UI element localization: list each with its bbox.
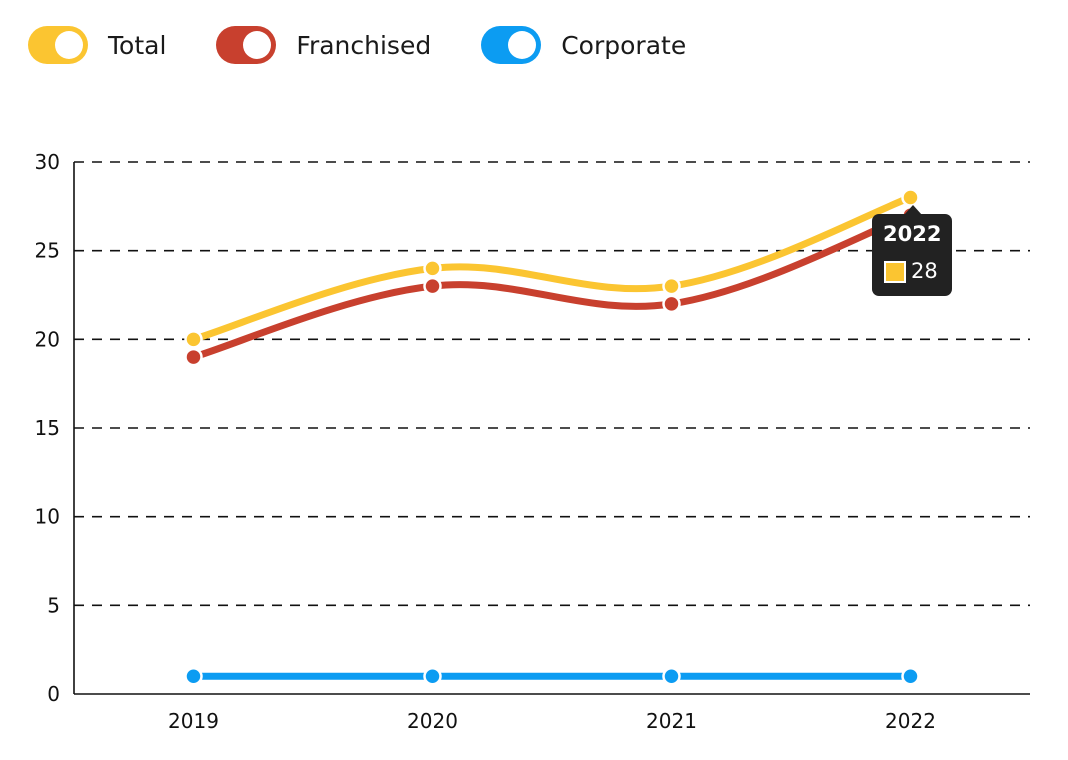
x-tick-label: 2021 xyxy=(646,709,697,733)
tooltip-swatch xyxy=(884,261,906,283)
data-point-total xyxy=(423,259,442,278)
data-point-franchised xyxy=(184,347,203,367)
x-tick-label: 2019 xyxy=(168,709,219,733)
tooltip-value: 28 xyxy=(911,259,938,283)
legend-label-corporate: Corporate xyxy=(561,30,687,60)
y-tick-label: 20 xyxy=(35,327,60,351)
legend-item-corporate[interactable]: Corporate xyxy=(481,26,686,64)
data-point-total xyxy=(901,188,920,207)
series-corporate xyxy=(184,667,920,686)
axis-layer: 0 5 10 15 20 25 30 2019 2020 2021 2022 xyxy=(35,150,1030,733)
y-tick-label: 5 xyxy=(47,593,60,617)
data-point-franchised xyxy=(423,276,442,296)
tooltip-arrow xyxy=(904,205,922,215)
y-tick-label: 25 xyxy=(35,239,60,263)
data-point-corporate xyxy=(662,667,681,686)
x-tick-label: 2020 xyxy=(407,709,458,733)
toggle-knob xyxy=(508,31,537,59)
tooltip-title: 2022 xyxy=(883,222,942,246)
series-franchised xyxy=(184,205,920,367)
data-point-corporate xyxy=(901,667,920,686)
y-tick-label: 0 xyxy=(47,682,60,706)
legend-toggle-corporate[interactable] xyxy=(481,26,542,64)
legend: Total Franchised Corporate xyxy=(28,26,736,64)
legend-toggle-franchised[interactable] xyxy=(216,26,277,64)
tooltip: 2022 28 xyxy=(872,205,952,296)
data-point-franchised xyxy=(662,294,681,314)
series-layer xyxy=(184,188,920,686)
series-line-total xyxy=(190,193,914,343)
y-tick-label: 15 xyxy=(35,416,60,440)
y-tick-label: 30 xyxy=(35,150,60,174)
legend-label-franchised: Franchised xyxy=(296,30,432,60)
x-tick-label: 2022 xyxy=(885,709,936,733)
data-point-corporate xyxy=(423,667,442,686)
toggle-knob xyxy=(55,31,83,59)
legend-label-total: Total xyxy=(108,30,167,60)
legend-toggle-total[interactable] xyxy=(28,26,88,64)
legend-item-total[interactable]: Total xyxy=(28,26,166,64)
toggle-knob xyxy=(243,31,272,59)
legend-item-franchised[interactable]: Franchised xyxy=(216,26,431,64)
y-tick-label: 10 xyxy=(35,505,60,529)
series-line-franchised xyxy=(190,211,914,361)
data-point-total xyxy=(184,330,203,349)
data-point-corporate xyxy=(184,667,203,686)
series-total xyxy=(184,188,920,349)
grid-layer xyxy=(74,161,1030,607)
data-point-total xyxy=(662,276,681,296)
